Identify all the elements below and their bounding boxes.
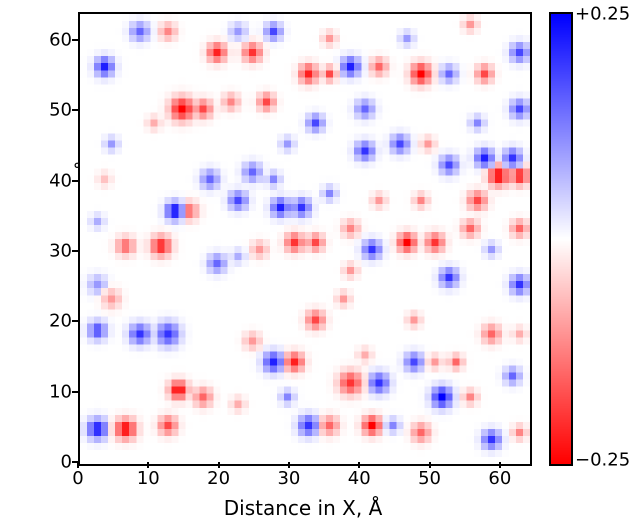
heatmap-canvas <box>80 14 530 464</box>
y-tick <box>72 320 78 322</box>
x-tick-label: 0 <box>72 468 83 489</box>
x-tick-label: 20 <box>207 468 230 489</box>
x-tick-label: 30 <box>277 468 300 489</box>
y-tick <box>72 250 78 252</box>
colorbar-canvas <box>551 14 571 464</box>
colorbar-tick-min: −0.25 <box>575 450 630 471</box>
y-tick <box>72 39 78 41</box>
y-tick <box>72 461 78 463</box>
y-tick <box>72 180 78 182</box>
colorbar <box>549 12 573 466</box>
x-tick-label: 10 <box>137 468 160 489</box>
chart-container: Distance in Y, Å Distance in X, Å 010203… <box>0 0 640 523</box>
y-tick-label: 60 <box>42 30 72 51</box>
x-tick-label: 60 <box>488 468 511 489</box>
heatmap-plot <box>78 12 532 466</box>
y-tick-label: 10 <box>42 381 72 402</box>
x-tick-label: 50 <box>418 468 441 489</box>
x-tick-label: 40 <box>348 468 371 489</box>
y-tick <box>72 109 78 111</box>
y-tick-label: 0 <box>42 452 72 473</box>
y-tick-label: 30 <box>42 241 72 262</box>
y-tick-label: 50 <box>42 100 72 121</box>
y-tick-label: 40 <box>42 170 72 191</box>
y-tick <box>72 391 78 393</box>
x-axis-label: Distance in X, Å <box>224 496 383 520</box>
y-tick-label: 20 <box>42 311 72 332</box>
colorbar-tick-max: +0.25 <box>575 4 630 25</box>
